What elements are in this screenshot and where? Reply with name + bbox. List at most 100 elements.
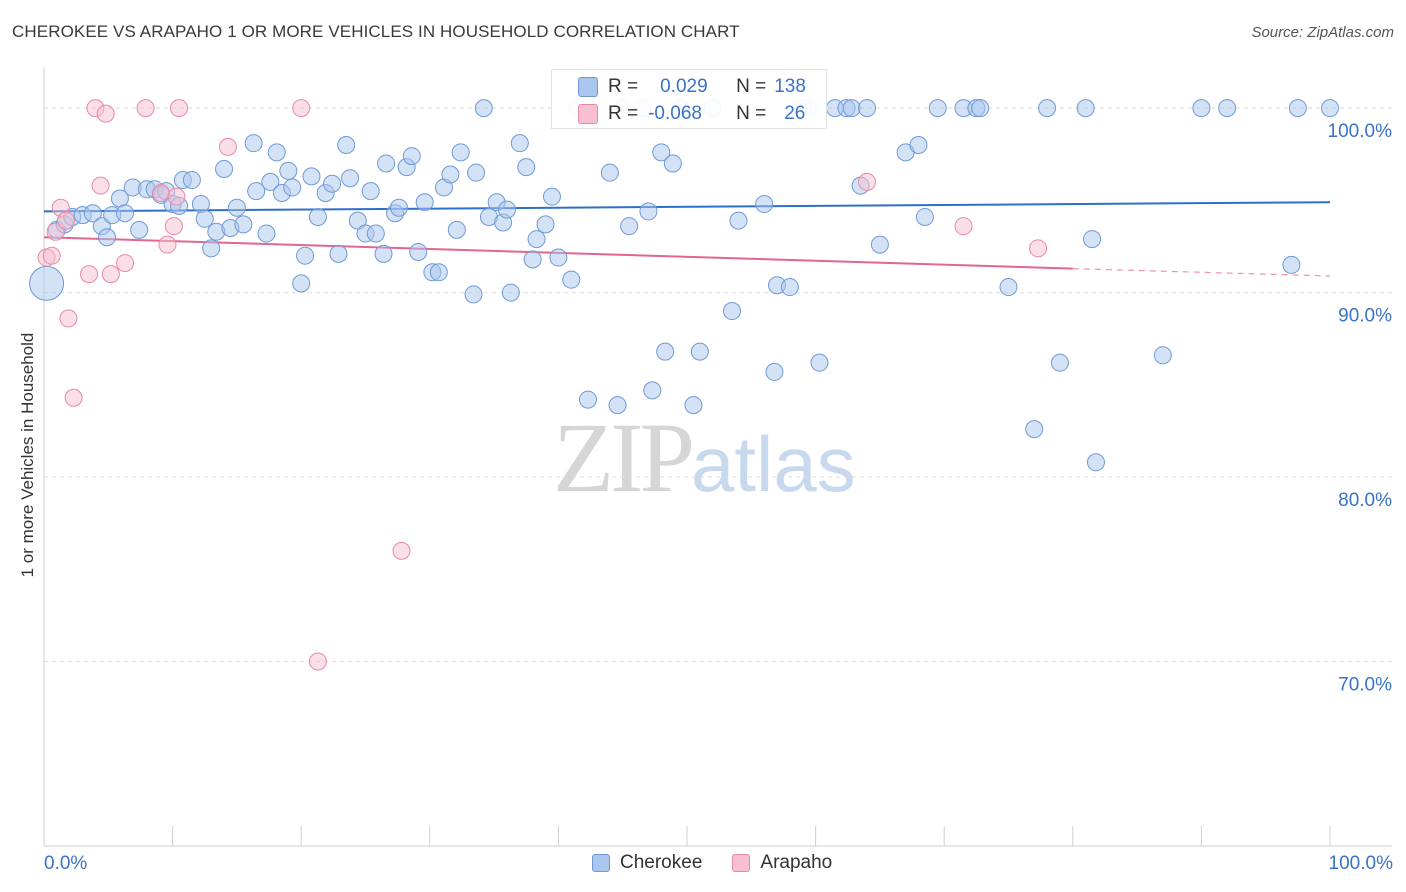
cherokee-point [451,143,470,162]
cherokee-point [656,342,675,361]
watermark-atlas: atlas [691,420,856,508]
arapaho-point [164,217,183,236]
cherokee-r-value: 0.029 [660,76,708,97]
arapaho-point [42,246,61,265]
cherokee-point [244,134,263,153]
arapaho-point [218,137,237,156]
cherokee-point [842,99,861,118]
cherokee-point [723,302,742,321]
cherokee-point [247,182,266,201]
cherokee-point [302,167,321,186]
stats-row-cherokee: R = 0.029 N = 138 [552,74,806,100]
cherokee-point [510,134,529,153]
arapaho-swatch [578,104,598,124]
cherokee-point [29,265,65,301]
cherokee-point [1038,99,1057,118]
cherokee-point [292,274,311,293]
cherokee-point [441,165,460,184]
chart-title: CHEROKEE VS ARAPAHO 1 OR MORE VEHICLES I… [12,22,740,41]
arapaho-point [59,309,78,328]
cherokee-point [361,182,380,201]
cherokee-point [257,224,276,243]
cherokee-point [1218,99,1237,118]
cherokee-point [780,278,799,297]
cherokee-point [517,158,536,177]
cherokee-point [1083,230,1102,249]
cherokee-point [283,178,302,197]
cherokee-point [429,263,448,282]
cherokee-point [755,195,774,214]
arapaho-point [56,211,75,230]
cherokee-point [191,195,210,214]
cherokee-point [1025,420,1044,439]
arapaho-point [136,99,155,118]
y-tick-label: 100.0% [1328,121,1393,142]
cherokee-point [467,163,486,182]
arapaho-point [308,652,327,671]
cherokee-point [308,207,327,226]
cherokee-point [377,154,396,173]
cherokee-point [497,200,516,219]
legend-item-arapaho[interactable]: Arapaho [732,852,832,874]
source-label: Source: ZipAtlas.com [1251,24,1394,41]
arapaho-points [37,99,1048,671]
watermark: ZIPatlas [553,400,856,515]
cherokee-point [915,207,934,226]
arapaho-point [1029,239,1048,258]
cherokee-point [415,193,434,212]
arapaho-point [96,104,115,123]
cherokee-point [267,143,286,162]
n-label: N = [736,76,767,97]
arapaho-point [101,265,120,284]
cherokee-point [1282,255,1301,274]
cherokee-point [909,136,928,155]
cherokee-point [600,163,619,182]
cherokee-point [690,342,709,361]
n-label: N = [736,103,767,124]
y-tick-label: 80.0% [1338,490,1392,511]
cherokee-point [501,283,520,302]
cherokee-point [1321,99,1339,118]
arapaho-point [46,222,65,241]
arapaho-legend-swatch [732,854,751,872]
cherokee-point [215,159,234,178]
cherokee-point [402,147,421,166]
cherokee-point [523,250,542,269]
cherokee-point [279,161,298,180]
cherokee-point [643,381,662,400]
cherokee-point [578,390,597,409]
cherokee-point [542,187,561,206]
cherokee-point [1050,353,1069,372]
cherokee-point [116,204,135,223]
cherokee-point [195,209,214,228]
cherokee-point [971,99,990,118]
cherokee-point [652,143,671,162]
cherokee-point [296,246,315,265]
cherokee-point [549,248,568,267]
arapaho-point [954,217,973,236]
watermark-zip: ZIP [553,402,695,513]
tick-labels: 70.0% 80.0% 90.0% 100.0% 0.0% 100.0% [44,121,1393,874]
legend-item-cherokee[interactable]: Cherokee [592,852,702,874]
arapaho-point [858,172,877,191]
cherokee-swatch [578,77,598,97]
gridlines [44,107,1392,663]
cherokee-point [928,99,947,118]
cherokee-point [447,220,466,239]
arapaho-point [292,99,311,118]
arapaho-point [64,388,83,407]
cherokee-points [29,99,1339,472]
r-label: R = [608,103,639,124]
cherokee-point [562,270,581,289]
cherokee-point [620,217,639,236]
cherokee-point [1153,346,1172,365]
x-tick-label-end: 100.0% [1329,853,1394,874]
cherokee-point [202,239,221,258]
arapaho-point [158,235,177,254]
cherokee-point [329,244,348,263]
arapaho-point [91,176,110,195]
cherokee-point [409,243,428,262]
cherokee-point [663,154,682,173]
arapaho-n-value: 26 [784,103,806,124]
arapaho-point [116,254,135,273]
